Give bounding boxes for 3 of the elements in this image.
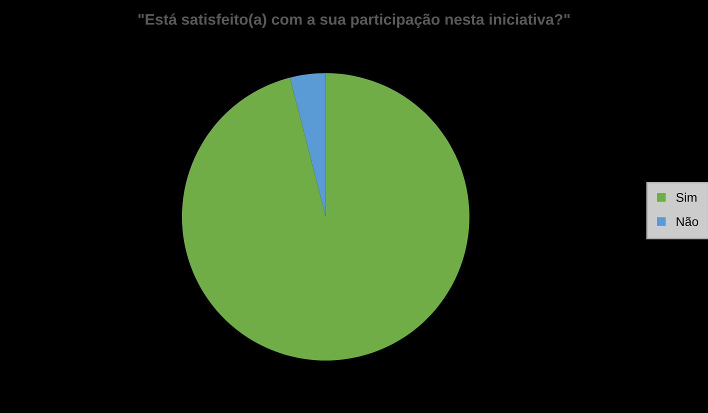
legend-label: Sim — [676, 192, 696, 202]
chart-title: "Está satisfeito(a) com a sua participação nesta iniciativa?" — [138, 13, 570, 28]
legend-label: Não — [676, 216, 698, 226]
